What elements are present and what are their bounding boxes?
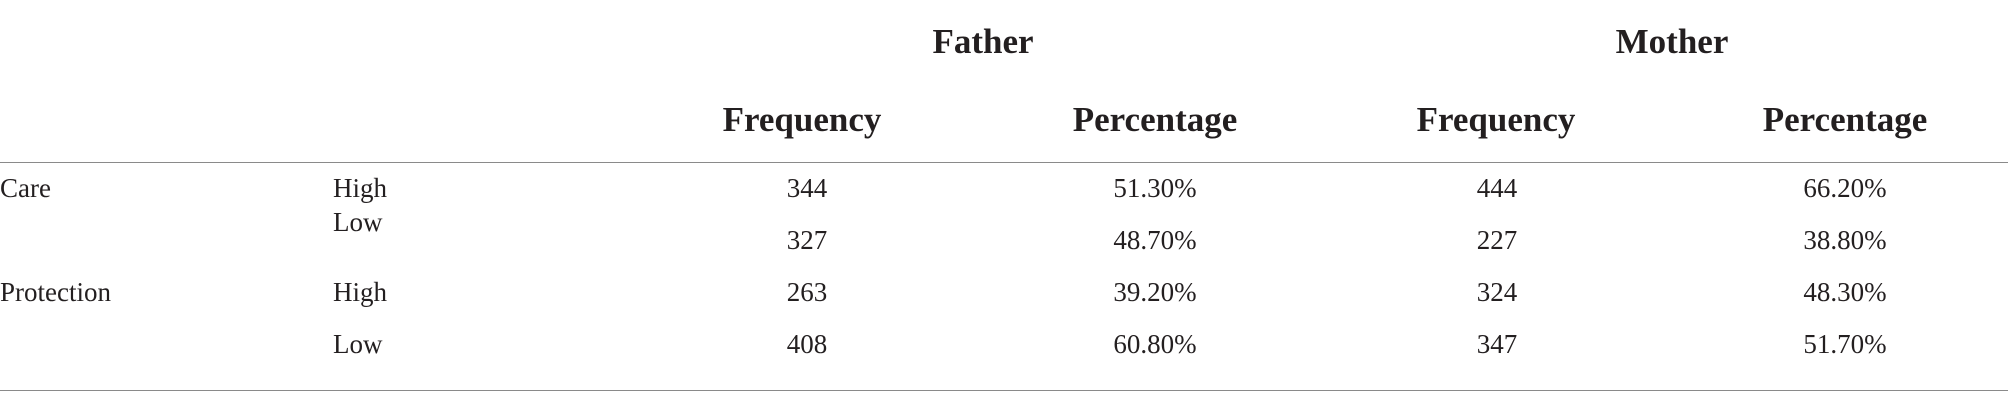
bottom-rule bbox=[0, 390, 2008, 391]
group-header-mother: Mother bbox=[1615, 22, 1729, 61]
col-header-mother-frequency: Frequency bbox=[1416, 100, 1576, 139]
row-category: Protection bbox=[0, 277, 111, 307]
cell-father-frequency: 344 bbox=[786, 173, 828, 203]
cell-father-percentage: 48.70% bbox=[1113, 225, 1197, 255]
col-header-mother-percentage: Percentage bbox=[1762, 100, 1928, 139]
row-level: High bbox=[333, 277, 387, 307]
cell-mother-percentage: 51.70% bbox=[1803, 329, 1887, 359]
col-header-father-percentage: Percentage bbox=[1072, 100, 1238, 139]
cell-father-percentage: 51.30% bbox=[1113, 173, 1197, 203]
group-header-father: Father bbox=[932, 22, 1034, 61]
row-level: Low bbox=[333, 329, 383, 359]
row-category: Care bbox=[0, 173, 51, 203]
cell-mother-percentage: 38.80% bbox=[1803, 225, 1887, 255]
header-rule bbox=[0, 162, 2008, 163]
cell-mother-frequency: 444 bbox=[1476, 173, 1518, 203]
cell-father-frequency: 263 bbox=[786, 277, 828, 307]
col-header-father-frequency: Frequency bbox=[722, 100, 882, 139]
row-level: Low bbox=[333, 207, 383, 237]
cell-father-frequency: 408 bbox=[786, 329, 828, 359]
cell-father-percentage: 60.80% bbox=[1113, 329, 1197, 359]
cell-mother-frequency: 347 bbox=[1476, 329, 1518, 359]
row-level: High bbox=[333, 173, 387, 203]
cell-mother-frequency: 324 bbox=[1476, 277, 1518, 307]
cell-mother-frequency: 227 bbox=[1476, 225, 1518, 255]
cell-mother-percentage: 48.30% bbox=[1803, 277, 1887, 307]
cell-father-percentage: 39.20% bbox=[1113, 277, 1197, 307]
cell-mother-percentage: 66.20% bbox=[1803, 173, 1887, 203]
cell-father-frequency: 327 bbox=[786, 225, 828, 255]
